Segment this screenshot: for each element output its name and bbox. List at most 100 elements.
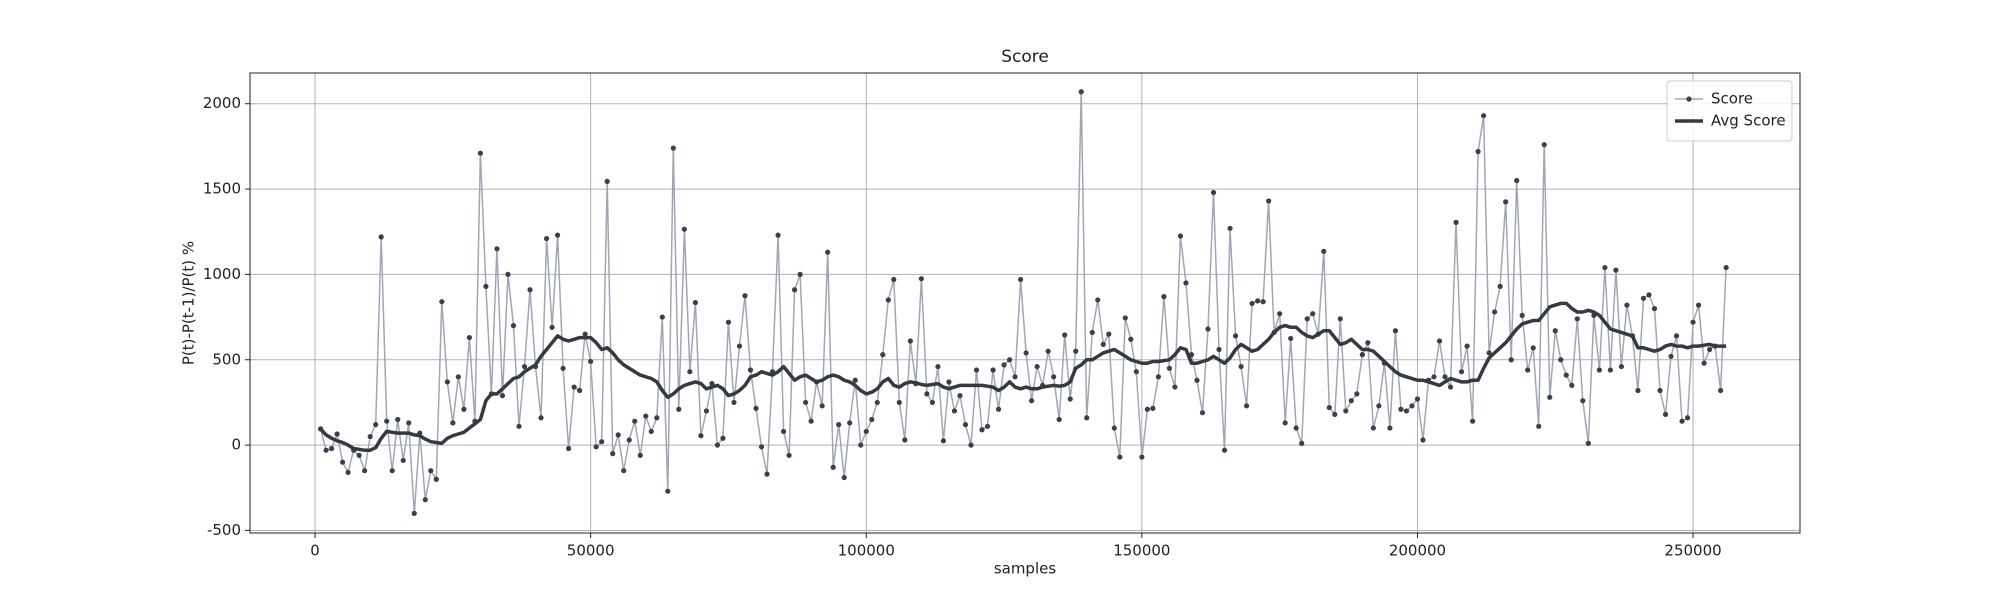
point [747,367,754,373]
point [1067,396,1073,402]
point [1602,264,1608,271]
point [791,287,798,293]
point [1172,384,1178,390]
point [1701,360,1707,366]
point [1398,406,1404,412]
point [979,427,985,433]
point [1420,437,1426,443]
point [825,249,831,255]
point [521,363,528,370]
point [1161,293,1167,300]
point [1354,391,1360,397]
point [1376,403,1382,409]
point [1464,343,1470,349]
point [852,377,858,383]
point [797,271,803,278]
point [1436,338,1443,344]
point [1718,387,1724,394]
point [1006,357,1013,363]
point [1243,403,1250,409]
point [1144,406,1150,412]
point [1519,312,1525,318]
point [626,437,632,443]
legend-marker [1686,96,1692,102]
point [665,488,671,494]
y-tick-label: 1000 [203,265,241,283]
point [1530,345,1536,351]
point [543,235,550,242]
point [725,319,732,325]
point [1613,267,1619,273]
point [995,406,1002,412]
point [1707,346,1713,353]
point [466,334,472,341]
point [692,299,698,306]
point [1029,398,1035,404]
x-tick-label: 100000 [838,542,895,560]
point [1453,219,1459,225]
y-axis-label: P(t)-P(t-1)/P(t) % [180,241,198,365]
point [643,413,649,419]
point [1486,350,1492,356]
point [1106,331,1112,337]
point [505,271,511,278]
point [455,374,461,380]
point [659,314,665,320]
point [1056,416,1062,423]
point [1117,454,1123,460]
point [1497,283,1503,289]
point [499,392,506,399]
point [841,474,847,481]
y-tick-label: 2000 [203,94,241,112]
point [1238,363,1244,370]
point [880,352,886,358]
point [340,459,346,465]
point [973,367,980,373]
point [687,369,693,375]
point [654,415,660,421]
point [1232,333,1239,339]
point [538,415,544,421]
point [1475,148,1481,155]
point [1282,420,1288,426]
point [1690,319,1696,325]
point [1403,408,1410,414]
point [323,447,329,453]
point [516,423,522,429]
point [527,287,533,293]
point [1618,363,1625,370]
point [1547,394,1553,400]
point [1646,292,1652,298]
point [1155,374,1161,380]
point [836,422,842,428]
point [1205,326,1211,332]
point [1100,341,1106,347]
point [1431,374,1437,380]
point [483,283,489,289]
point [1139,454,1145,460]
point [411,510,417,516]
legend-box [1666,80,1793,142]
legend-label: Score [1711,90,1753,108]
point [1387,425,1393,431]
point [588,358,594,365]
point [902,437,908,443]
x-tick-label: 200000 [1389,542,1446,560]
point [395,416,401,423]
point [1260,299,1266,305]
point [1128,336,1134,342]
point [670,145,676,151]
point [1332,411,1338,417]
point [1293,425,1299,431]
point [681,226,687,232]
point [1662,411,1669,417]
point [373,422,379,428]
point [918,276,924,282]
point [356,452,362,458]
point [1111,425,1117,431]
point [1216,346,1222,353]
point [599,439,605,445]
point [764,471,770,477]
point [1166,365,1173,371]
